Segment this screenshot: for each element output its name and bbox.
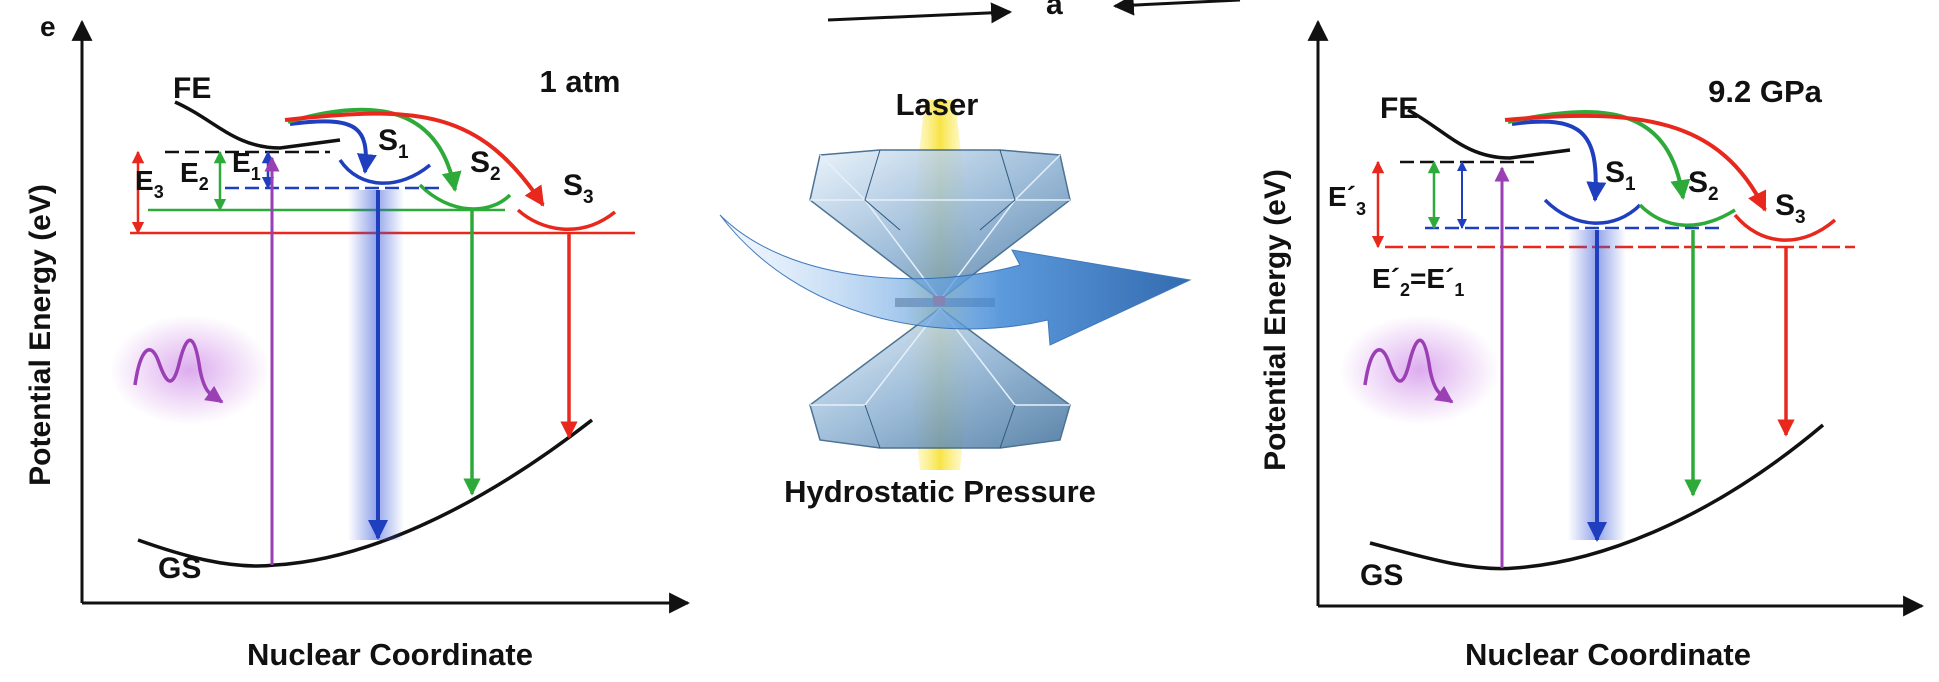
right-s3-curve	[1733, 213, 1837, 242]
right-fe-curve	[1407, 108, 1571, 160]
right-s1-label: S1	[1605, 156, 1636, 195]
right-s2-label: S2	[1688, 166, 1719, 205]
left-gs-label: GS	[158, 552, 201, 585]
right-e3p-label: E´3	[1328, 181, 1366, 219]
pressure-arrow-icon	[719, 214, 1192, 346]
upper-diamond	[809, 149, 1071, 301]
left-condition-label: 1 atm	[540, 64, 621, 99]
right-s3-label: S3	[1775, 189, 1806, 228]
left-relax-s1	[289, 119, 377, 174]
left-y-axis-label: Potential Energy (eV)	[24, 184, 57, 486]
right-x-axis-label: Nuclear Coordinate	[1465, 637, 1751, 672]
right-s2-curve	[1638, 203, 1736, 227]
left-gs-curve	[137, 418, 594, 568]
left-s2-curve	[418, 183, 512, 211]
wavy-photon-icon	[1340, 315, 1500, 425]
right-gs-label: GS	[1360, 559, 1403, 592]
pressure-label: Hydrostatic Pressure	[784, 474, 1096, 509]
lower-diamond	[809, 307, 1071, 449]
left-s2-label: S2	[470, 146, 501, 185]
left-relax-s3	[284, 111, 545, 207]
diamond-anvil-cell-icon	[809, 100, 1071, 470]
left-fe-label: FE	[173, 72, 211, 105]
left-e3-label: E3	[135, 165, 164, 202]
top-panel-label: a	[1046, 0, 1063, 21]
left-s3-curve	[516, 208, 617, 232]
left-x-axis-label: Nuclear Coordinate	[247, 637, 533, 672]
right-y-axis-label: Potential Energy (eV)	[1259, 169, 1292, 471]
left-s1-label: S1	[378, 124, 409, 163]
right-e2e1-label: E´2=E´1	[1372, 263, 1464, 300]
right-s1-curve	[1543, 198, 1642, 225]
top-connector: a	[827, 0, 1241, 24]
left-fe-curve	[174, 100, 341, 150]
panel-letter: e	[40, 11, 56, 42]
right-gs-curve	[1369, 423, 1825, 571]
left-e2-label: E2	[180, 157, 209, 194]
right-fe-label: FE	[1380, 92, 1418, 125]
right-relax-s3	[1504, 113, 1767, 212]
right-panel: Potential Energy (eV) Nuclear Coordinate…	[1259, 19, 1925, 672]
right-relax-s1	[1511, 119, 1607, 202]
wavy-photon-icon	[110, 315, 270, 425]
left-e1-label: E1	[232, 147, 261, 184]
left-s1-curve	[338, 158, 432, 185]
right-condition-label: 9.2 GPa	[1708, 74, 1822, 109]
left-s3-label: S3	[563, 169, 594, 208]
left-panel: e Potential Energy (eV) Nuclear Coordina…	[24, 11, 691, 672]
laser-label: Laser	[896, 87, 979, 122]
